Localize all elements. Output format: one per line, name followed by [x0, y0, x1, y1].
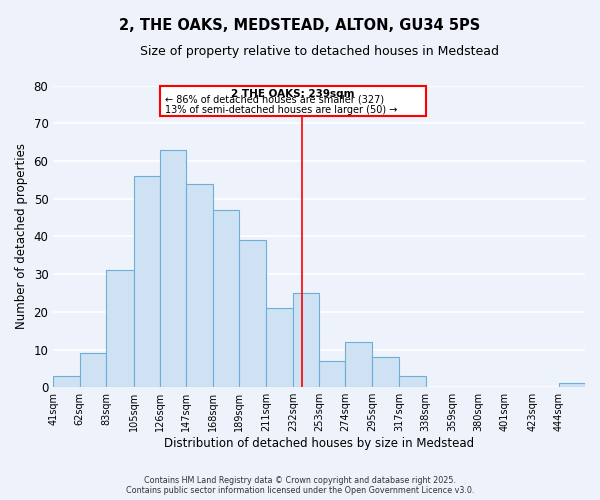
Bar: [160, 150, 186, 387]
Bar: [346, 342, 372, 387]
X-axis label: Distribution of detached houses by size in Medstead: Distribution of detached houses by size …: [164, 437, 474, 450]
Bar: [212, 210, 239, 387]
Bar: [372, 357, 400, 387]
Bar: [400, 376, 426, 387]
Bar: [106, 270, 134, 387]
Text: ← 86% of detached houses are smaller (327): ← 86% of detached houses are smaller (32…: [165, 94, 384, 104]
Text: Contains HM Land Registry data © Crown copyright and database right 2025.
Contai: Contains HM Land Registry data © Crown c…: [126, 476, 474, 495]
Bar: [160, 86, 426, 116]
Bar: [80, 354, 106, 387]
Bar: [319, 361, 346, 387]
Bar: [53, 376, 80, 387]
Bar: [134, 176, 160, 387]
Bar: [293, 293, 319, 387]
Bar: [266, 308, 293, 387]
Text: 2, THE OAKS, MEDSTEAD, ALTON, GU34 5PS: 2, THE OAKS, MEDSTEAD, ALTON, GU34 5PS: [119, 18, 481, 32]
Y-axis label: Number of detached properties: Number of detached properties: [15, 144, 28, 330]
Bar: [239, 240, 266, 387]
Bar: [186, 184, 212, 387]
Bar: [559, 384, 585, 387]
Text: 13% of semi-detached houses are larger (50) →: 13% of semi-detached houses are larger (…: [165, 104, 397, 115]
Title: Size of property relative to detached houses in Medstead: Size of property relative to detached ho…: [140, 45, 499, 58]
Text: 2 THE OAKS: 239sqm: 2 THE OAKS: 239sqm: [231, 88, 355, 99]
